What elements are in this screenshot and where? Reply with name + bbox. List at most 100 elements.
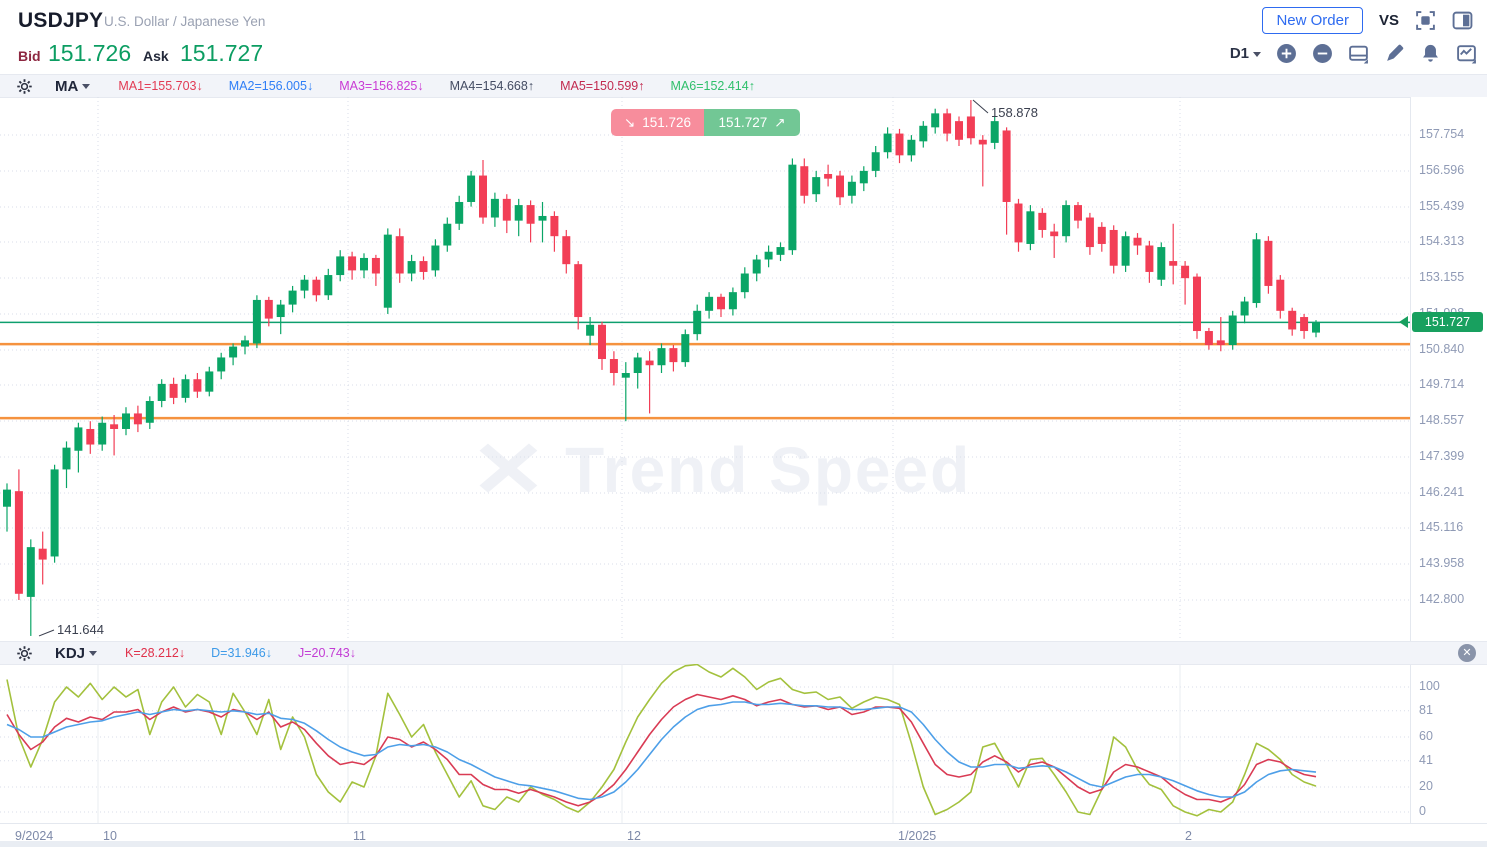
ma-value-label: MA2=156.005↓: [228, 79, 314, 93]
candle-body: [1109, 229, 1118, 266]
vs-label: VS: [1378, 12, 1399, 29]
candle-body: [871, 152, 880, 171]
candle-body: [728, 292, 737, 310]
candle-body: [443, 223, 452, 246]
candle-body: [1157, 247, 1166, 280]
timeframe-caret: [1253, 51, 1261, 57]
candle-body: [145, 400, 154, 423]
price-axis[interactable]: 157.754156.596155.439154.313153.155151.9…: [1410, 97, 1487, 823]
date-axis-label: 9/2024: [15, 829, 54, 843]
gear-icon[interactable]: [16, 645, 33, 662]
symbol-subtitle: U.S. Dollar / Japanese Yen: [104, 14, 266, 29]
buy-price-button[interactable]: 151.727 ↗: [704, 109, 800, 136]
candle-body: [562, 236, 571, 265]
candle-body: [74, 427, 83, 451]
kdj-axis-label: 20: [1419, 779, 1433, 793]
new-order-button[interactable]: New Order: [1262, 7, 1363, 34]
kdj-dropdown[interactable]: KDJ: [55, 645, 98, 662]
gear-icon[interactable]: [16, 78, 33, 95]
candle-body: [312, 279, 321, 296]
bid-value: 151.726: [48, 40, 132, 66]
pencil-icon[interactable]: [1384, 43, 1405, 64]
candle-body: [836, 175, 844, 198]
price-axis-label: 146.241: [1419, 485, 1465, 499]
ma-indicator-bar: MA MA1=155.703↓ MA2=156.005↓ MA3=156.825↓ M…: [0, 74, 1487, 98]
candle-body: [550, 215, 559, 237]
price-line-arrow: [1399, 316, 1408, 328]
candle-body: [633, 357, 642, 374]
kdj-chart-canvas[interactable]: [0, 664, 1410, 823]
candle-body: [919, 125, 928, 142]
sell-price-button[interactable]: ↘ 151.726: [611, 109, 704, 136]
kdj-value-label: K=28.212↓: [125, 646, 186, 660]
candle-body: [1026, 211, 1035, 244]
price-chart-canvas[interactable]: ✕ Trend Speed 158.878 141.644: [0, 97, 1410, 642]
candle-body: [252, 299, 261, 344]
kdj-axis-label: 81: [1419, 702, 1433, 717]
candle-body: [1264, 240, 1273, 286]
kdj-value-label: D=31.946↓: [211, 646, 272, 660]
candle-body: [288, 290, 297, 305]
date-axis-label: 11: [353, 829, 366, 843]
candle-body: [526, 205, 535, 224]
panel-icon[interactable]: [1452, 10, 1473, 31]
bell-icon[interactable]: [1420, 43, 1441, 64]
timeframe-selector[interactable]: D1: [1230, 45, 1261, 62]
layout-icon[interactable]: [1348, 43, 1369, 64]
close-icon[interactable]: ✕: [1458, 644, 1476, 662]
kdj-axis-label: 100: [1419, 679, 1440, 693]
candle-body: [229, 346, 238, 358]
candle-body: [1252, 239, 1261, 304]
kdj-k-line: [6, 693, 1317, 807]
candle-body: [169, 383, 178, 398]
fullscreen-icon[interactable]: [1415, 10, 1436, 31]
candle-body: [812, 177, 821, 195]
candle-body: [1038, 212, 1047, 230]
candle-body: [50, 469, 59, 557]
zoom-out-icon[interactable]: [1312, 43, 1333, 64]
candle-body: [490, 198, 499, 218]
price-axis-label: 153.155: [1419, 270, 1465, 284]
ma-dropdown[interactable]: MA: [55, 78, 91, 95]
sell-arrow-icon: ↘: [623, 114, 636, 130]
candle-body: [193, 379, 202, 392]
candle-body: [324, 275, 333, 296]
candle-body: [645, 360, 654, 366]
kdj-j-line: [6, 664, 1317, 817]
candle-body: [1085, 217, 1094, 248]
candle-body: [1204, 331, 1213, 346]
candlestick-chart: 158.878 141.644: [0, 97, 1410, 642]
quick-trade-widget: ↘ 151.726 151.727 ↗: [611, 109, 800, 136]
ma-caret: [82, 84, 91, 90]
candle-body: [300, 279, 309, 291]
candle-body: [800, 166, 809, 196]
candle-body: [1240, 301, 1249, 316]
candle-body: [883, 133, 892, 153]
date-axis-label: 2: [1185, 829, 1192, 843]
candle-body: [407, 261, 416, 274]
candle-body: [14, 491, 23, 594]
zoom-in-icon[interactable]: [1276, 43, 1297, 64]
kdj-axis-label: 60: [1419, 729, 1433, 743]
date-axis-label: 1/2025: [898, 829, 937, 843]
candle-body: [693, 310, 702, 335]
candle-body: [264, 299, 273, 319]
candle-body: [598, 324, 606, 360]
indicator-icon[interactable]: [1456, 43, 1477, 64]
candle-body: [907, 139, 916, 156]
ask-label: Ask: [143, 48, 169, 64]
candle-body: [348, 256, 357, 271]
candle-body: [1288, 310, 1297, 330]
kdj-chart: [0, 664, 1410, 823]
candle-body: [217, 357, 226, 372]
candle-body: [276, 304, 285, 318]
annotation-label: 158.878: [991, 105, 1038, 120]
price-axis-label: 148.557: [1419, 412, 1465, 427]
candle-body: [1300, 317, 1309, 332]
candle-body: [538, 215, 547, 221]
current-price-badge: 151.727: [1412, 312, 1483, 332]
candle-body: [824, 173, 833, 179]
candle-body: [717, 296, 725, 310]
date-axis-label: 10: [103, 829, 117, 843]
